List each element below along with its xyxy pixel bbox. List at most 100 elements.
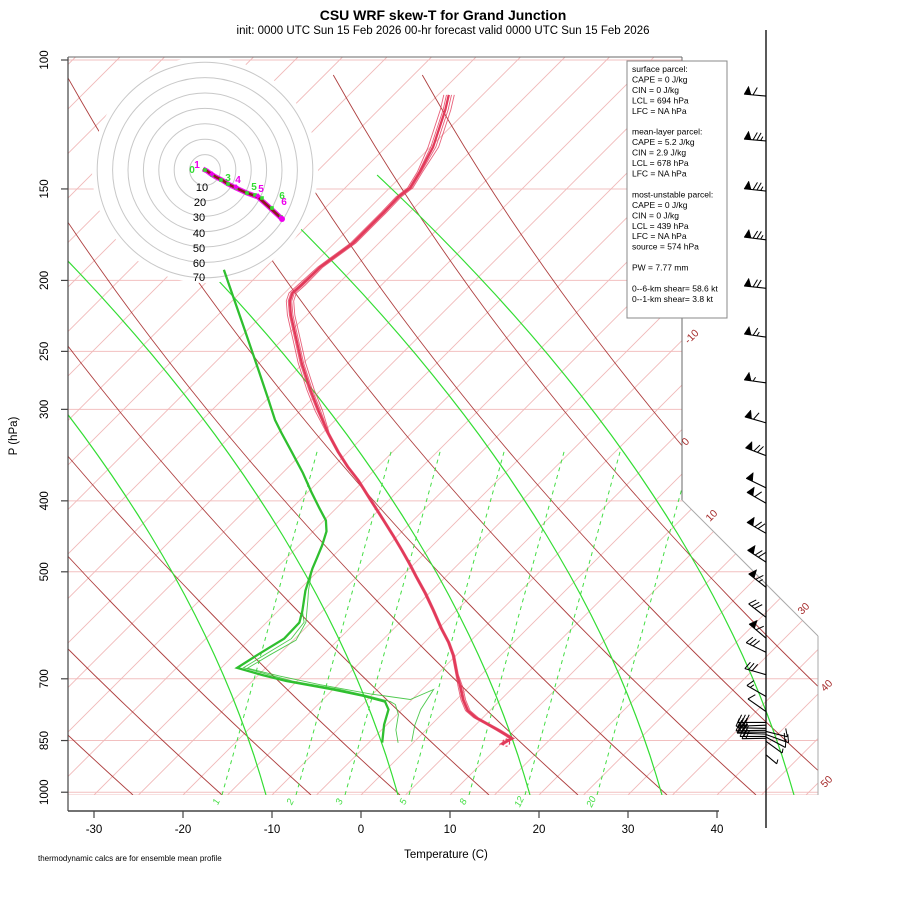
dry-adiabat-line (243, 74, 818, 795)
chart-subtitle: init: 0000 UTC Sun 15 Feb 2026 00-hr for… (236, 25, 650, 37)
dry-adiabat-line (68, 74, 401, 795)
mixing-ratio-label: 5 (398, 797, 411, 807)
mixing-ratio-label: 20 (584, 794, 599, 810)
isotherm-line (449, 57, 818, 795)
isotherm-edge-label: 10 (704, 507, 721, 524)
y-axis-title: P (hPa) (8, 416, 20, 456)
wind-barb (765, 728, 788, 738)
wind-barb (744, 661, 767, 676)
y-axis-tick-label: 300 (39, 400, 51, 419)
hodograph-km-label: 0 (189, 165, 195, 176)
wind-barb (746, 680, 767, 697)
y-axis-tick-label: 250 (39, 342, 51, 361)
hodograph-km-label: 5 (258, 184, 264, 195)
hodograph-ring-label: 30 (193, 212, 205, 224)
isotherm-edge-label: -10 (682, 327, 701, 346)
isotherm-line (227, 57, 818, 795)
mixing-ratio-label: 3 (334, 797, 347, 807)
hodograph-km-marker (245, 191, 249, 195)
isotherm-edge-label: 30 (796, 600, 813, 617)
hodograph-ring (96, 61, 314, 279)
isotherm-edge-label: 0 (680, 435, 693, 448)
wind-barb (743, 180, 767, 192)
wind-barb (739, 728, 766, 737)
dewpoint-mean-line (222, 269, 390, 743)
hodograph-km-marker (226, 182, 230, 186)
wind-barb (735, 722, 767, 732)
wind-barb (743, 130, 767, 142)
mixing-ratio-line (408, 449, 506, 795)
isotherm-line (672, 57, 818, 795)
x-axis-title: Temperature (C) (404, 849, 488, 861)
x-axis-tick-label: 40 (711, 824, 724, 836)
mixing-ratio-label: 1 (211, 797, 223, 806)
x-axis-tick-label: 0 (358, 824, 364, 836)
hodograph-km-marker (270, 206, 274, 210)
hodograph-ring-label: 40 (193, 228, 205, 240)
wind-barb (743, 325, 767, 338)
y-axis-tick-label: 1000 (39, 779, 51, 805)
x-axis-tick-label: -10 (264, 824, 281, 836)
hodograph-km-marker (203, 168, 207, 172)
hodograph-ring-label: 50 (193, 243, 205, 255)
wind-barb (743, 85, 767, 97)
moist-adiabat-line (244, 174, 663, 795)
hodograph-end-marker (279, 216, 285, 222)
isotherm-line (68, 57, 744, 795)
mixing-ratio-line (596, 449, 694, 795)
wind-barb (745, 636, 767, 653)
wind-barb (748, 569, 767, 588)
wind-barb (748, 619, 767, 639)
hodograph-ring-label: 60 (193, 258, 205, 270)
moist-adiabat-line (68, 174, 267, 795)
hodograph-ring (189, 154, 221, 186)
parcel-info-box: surface parcel: CAPE = 0 J/kg CIN = 0 J/kg… (626, 60, 728, 319)
x-axis-tick-label: 10 (444, 824, 457, 836)
profiles (222, 94, 516, 747)
isotherm-line (716, 57, 818, 795)
wind-barb-column (735, 30, 790, 828)
dry-adiabat-line (68, 74, 223, 795)
wind-barb (747, 544, 767, 563)
hodograph-km-label: 6 (281, 197, 287, 208)
hodograph-ring (142, 107, 268, 233)
page-title: CSU WRF skew-T for Grand Junction (319, 7, 567, 23)
isotherm-line (68, 57, 655, 795)
footnote: thermodynamic calcs are for ensemble mea… (38, 854, 222, 863)
hodograph-km-marker-magenta (209, 171, 215, 177)
hodograph-km-label: 4 (235, 175, 241, 186)
hodograph-km-label: 5 (251, 182, 257, 193)
wind-barb (746, 516, 767, 534)
isotherm-line (68, 57, 477, 795)
wind-barb (765, 754, 779, 765)
wind-barb (744, 409, 767, 424)
hodograph-km-label: 3 (225, 173, 231, 184)
x-axis-tick-label: -30 (86, 824, 103, 836)
hodograph-ring-label: 70 (193, 272, 205, 284)
wind-barb (765, 736, 787, 748)
isotherm-line (271, 57, 818, 795)
x-axis-tick-label: -20 (175, 824, 192, 836)
hodograph-km-label: 6 (279, 191, 285, 202)
isotherm-line (583, 57, 818, 795)
isotherm-line (68, 57, 210, 795)
isotherm-line (68, 57, 521, 795)
mixing-ratio-label: 12 (513, 794, 528, 809)
isotherm-line (68, 57, 699, 795)
wind-barb (745, 471, 767, 489)
hodograph-km-marker (253, 193, 257, 197)
isotherm-line (68, 57, 610, 795)
y-axis-tick-label: 500 (39, 562, 51, 581)
dry-adiabat-line (421, 74, 818, 795)
isotherm-line (316, 57, 818, 795)
wind-barb (741, 730, 767, 740)
moist-adiabat-line (68, 174, 399, 795)
mixing-ratio-line (468, 449, 566, 795)
dry-adiabat-line (68, 74, 312, 795)
info-box-text: surface parcel: CAPE = 0 J/kg CIN = 0 J/kg… (632, 64, 718, 304)
hodograph-ring (173, 138, 237, 202)
hodograph-ring-label: 10 (196, 182, 208, 194)
wind-barb (737, 719, 767, 729)
